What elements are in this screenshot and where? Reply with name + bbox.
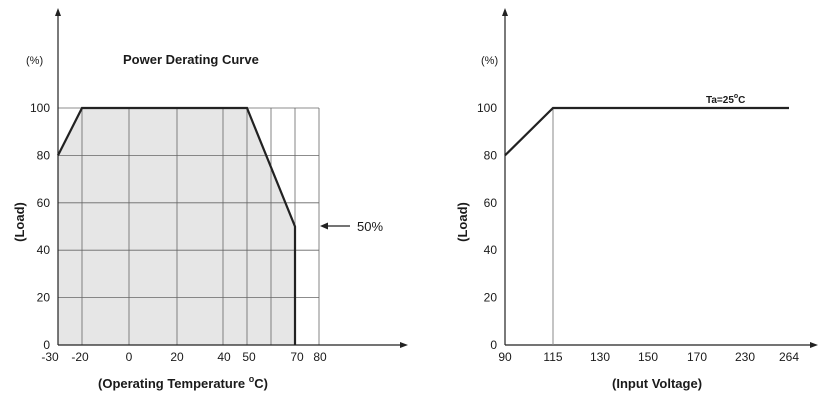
x-tick-label: 0 [126,350,133,364]
y-tick-label: 80 [484,148,498,162]
ambient-label-text: Ta=25 [706,95,734,106]
y-tick-label: 100 [477,101,497,115]
callout-arrowhead [320,222,328,230]
x-tick-label: -20 [71,350,89,364]
y-axis-arrow [502,8,508,16]
y-tick-label: 40 [37,243,51,257]
load-area-fill [58,108,295,345]
degree-sign: o [249,374,255,384]
y-axis-arrow [55,8,61,16]
x-axis-arrow [400,342,408,348]
x-tick-label: -30 [41,350,59,364]
y-tick-label: 60 [37,196,51,210]
x-axis-label-prefix: (Operating Temperature [98,376,249,391]
axes [502,8,818,348]
y-tick-label: 0 [490,338,497,352]
derating-curve [57,106,297,345]
x-tick-label: 40 [217,350,231,364]
x-tick-label: 115 [543,350,562,364]
fifty-percent-callout: 50% [320,219,383,234]
input-voltage-derating-chart: 0 20 40 60 80 100 90 115 130 150 170 230 264 (%) (L… [455,8,818,391]
load-curve [504,106,789,157]
x-tick-label: 264 [779,350,799,364]
temperature-derating-chart: 0 20 40 60 80 100 -30 -20 0 20 40 50 70 80 Power Der… [12,8,408,391]
ambient-label-unit: C [738,95,745,106]
x-tick-label: 20 [170,350,184,364]
x-tick-labels: 90 115 130 150 170 230 264 [498,350,799,364]
axes [55,8,408,348]
x-tick-label: 230 [735,350,755,364]
ambient-temperature-label: Ta=25oC [706,93,745,106]
x-tick-labels: -30 -20 0 20 40 50 70 80 [41,350,327,364]
x-tick-label: 130 [590,350,610,364]
x-tick-label: 80 [313,350,327,364]
degree-sign: o [734,93,738,100]
y-tick-label: 20 [37,291,51,305]
y-tick-label: 0 [43,338,50,352]
y-unit-label: (%) [26,55,43,67]
y-tick-label: 60 [484,196,498,210]
x-axis-label: (Input Voltage) [612,376,702,391]
callout-label: 50% [357,219,383,234]
x-tick-label: 170 [687,350,707,364]
y-tick-label: 80 [37,148,51,162]
y-tick-labels: 0 20 40 60 80 100 [30,101,50,352]
y-tick-label: 40 [484,243,498,257]
x-axis-label-suffix: C) [254,376,268,391]
y-unit-label: (%) [481,55,498,67]
x-tick-label: 50 [242,350,256,364]
x-axis-label: (Operating Temperature oC) [98,374,268,391]
x-tick-label: 150 [638,350,658,364]
y-tick-label: 20 [484,291,498,305]
x-axis-arrow [810,342,818,348]
y-axis-label: (Load) [12,202,27,242]
y-tick-label: 100 [30,101,50,115]
x-tick-label: 70 [290,350,304,364]
chart-title: Power Derating Curve [123,52,259,67]
y-axis-label: (Load) [455,202,470,242]
x-tick-label: 90 [498,350,512,364]
y-tick-labels: 0 20 40 60 80 100 [477,101,497,352]
